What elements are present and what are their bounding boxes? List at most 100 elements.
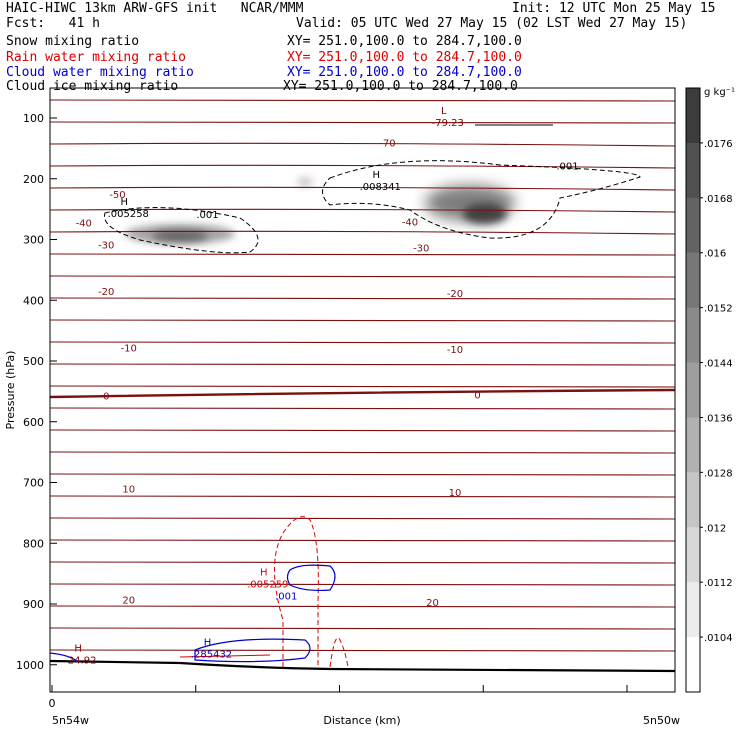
colorbar-segment: [686, 252, 700, 309]
isotherm-line: [49, 649, 676, 652]
isotherm-line: [49, 341, 676, 344]
extremum-letter: H: [120, 197, 128, 208]
colorbar-tick-label: .0128: [704, 468, 733, 479]
header-init-time: Init: 12 UTC Mon 25 May 15: [512, 1, 716, 16]
temperature-label: 10: [122, 485, 135, 496]
colorbar-segment: [686, 88, 700, 144]
extremum-value: .285432: [191, 650, 232, 661]
y-tick-label: 700: [23, 477, 44, 490]
temperature-label: -70: [379, 138, 395, 149]
y-tick-label: 300: [23, 234, 44, 247]
extremum-letter: H: [372, 170, 380, 181]
extremum-value: 24.92: [68, 656, 97, 667]
isotherm-line: [49, 561, 676, 564]
field-name-snow: Snow mixing ratio: [6, 34, 140, 49]
contour-value-label: .001: [275, 591, 297, 602]
contour-value-label: .001: [556, 161, 578, 172]
field-name-cloud-water: Cloud water mixing ratio: [6, 65, 194, 80]
temperature-label: -10: [121, 344, 137, 355]
colorbar-segment: [686, 142, 700, 199]
colorbar-tick-label: .012: [704, 523, 726, 534]
temperature-label: -30: [413, 243, 429, 254]
isotherm-line: [49, 583, 676, 586]
temperature-label: -40: [402, 217, 418, 228]
extremum-value: .005258: [108, 209, 149, 220]
temperature-label: -20: [98, 287, 114, 298]
ice-contour-right: [322, 160, 641, 239]
plot-frame: [49, 87, 676, 693]
extremum-letter: H: [74, 644, 82, 655]
field-xy-rain: XY= 251.0,100.0 to 284.7,100.0: [287, 50, 522, 65]
colorbar-segment: [686, 582, 700, 638]
temperature-label: 0: [103, 392, 109, 403]
colorbar-tick-label: .0136: [704, 413, 733, 424]
field-xy-cloud-water: XY= 251.0,100.0 to 284.7,100.0: [287, 65, 522, 80]
rain-contour-main: [274, 516, 319, 667]
colorbar-unit-label: g kg⁻¹: [704, 87, 735, 98]
y-tick-label: 100: [23, 112, 44, 125]
isotherm-line: [49, 407, 676, 410]
extremum-value: -79.23: [432, 118, 464, 129]
temperature-isotherms: [49, 99, 676, 652]
y-tick-label: 500: [23, 355, 44, 368]
colorbar-segment: [686, 637, 700, 693]
cloud-water-contour-lower: [194, 638, 311, 663]
isotherm-line: [49, 164, 676, 169]
isotherm-line: [49, 253, 676, 256]
header-valid-time: Valid: 05 UTC Wed 27 May 15 (02 LST Wed …: [296, 16, 688, 31]
isotherm-line: [49, 539, 676, 542]
cloud-water-contour-edge: [49, 652, 79, 663]
temperature-label: 0: [474, 390, 480, 401]
y-tick-label: 900: [23, 598, 44, 611]
colorbar-segment: [686, 472, 700, 528]
isotherm-line: [49, 451, 676, 454]
temperature-label: -40: [76, 218, 92, 229]
colorbar-tick-label: .0104: [704, 633, 733, 644]
header-forecast-hour: Fcst: 41 h: [6, 16, 100, 31]
y-tick-label: 800: [23, 537, 44, 550]
cloud-water-contour-upper: [286, 564, 336, 592]
isotherm-line: [49, 363, 676, 366]
isotherm-line: [49, 186, 676, 191]
colorbar-segment: [686, 307, 700, 364]
colorbar-tick-label: .0144: [704, 359, 733, 370]
colorbar-segment: [686, 197, 700, 254]
isotherm-line: [49, 121, 676, 124]
extremum-value: .005259: [247, 580, 288, 591]
isotherm-line: [49, 297, 676, 300]
extremum-value: .008341: [360, 182, 401, 193]
colorbar-segment: [686, 527, 700, 583]
temperature-label: -20: [447, 289, 463, 300]
y-tick-label: 400: [23, 294, 44, 307]
colorbar: g kg⁻¹ .0176 .0168 .016 .0152 .0144 .0136 .0128…: [685, 87, 735, 693]
y-axis-label: Pressure (hPa): [4, 351, 17, 430]
colorbar-segment: [686, 417, 700, 473]
y-tick-label: 600: [23, 416, 44, 429]
ice-shading-small: [297, 177, 313, 187]
plot-labels: -70 -50 -40 -40 -30 -30 -20 -20 -10 -10 0 0 10 10 20 20…: [68, 106, 579, 667]
isotherm-line: [49, 605, 676, 608]
isotherm-line: [49, 517, 676, 520]
field-name-cloud-ice: Cloud ice mixing ratio: [6, 79, 179, 94]
isotherm-line: [49, 99, 676, 102]
contour-value-label: .001: [196, 210, 218, 221]
field-name-rain: Rain water mixing ratio: [6, 50, 187, 65]
x-zero-label: 0: [49, 697, 56, 710]
colorbar-tick-label: .0176: [704, 139, 733, 150]
isotherm-line: [49, 142, 676, 147]
field-xy-snow: XY= 251.0,100.0 to 284.7,100.0: [287, 34, 522, 49]
isotherm-line: [49, 208, 676, 213]
temperature-label: -30: [98, 240, 114, 251]
colorbar-frame: [685, 87, 701, 693]
terrain-line: [49, 659, 676, 673]
field-xy-cloud-ice: XY= 251.0,100.0 to 284.7,100.0: [283, 79, 518, 94]
y-tick-label: 1000: [16, 659, 44, 672]
isotherm-line: [49, 429, 676, 432]
isotherm-line: [49, 385, 676, 388]
extremum-letter: H: [204, 638, 212, 649]
temperature-label: 10: [449, 488, 462, 499]
isotherm-line: [49, 319, 676, 322]
colorbar-segment: [686, 362, 700, 418]
extremum-letter: H: [260, 568, 268, 579]
